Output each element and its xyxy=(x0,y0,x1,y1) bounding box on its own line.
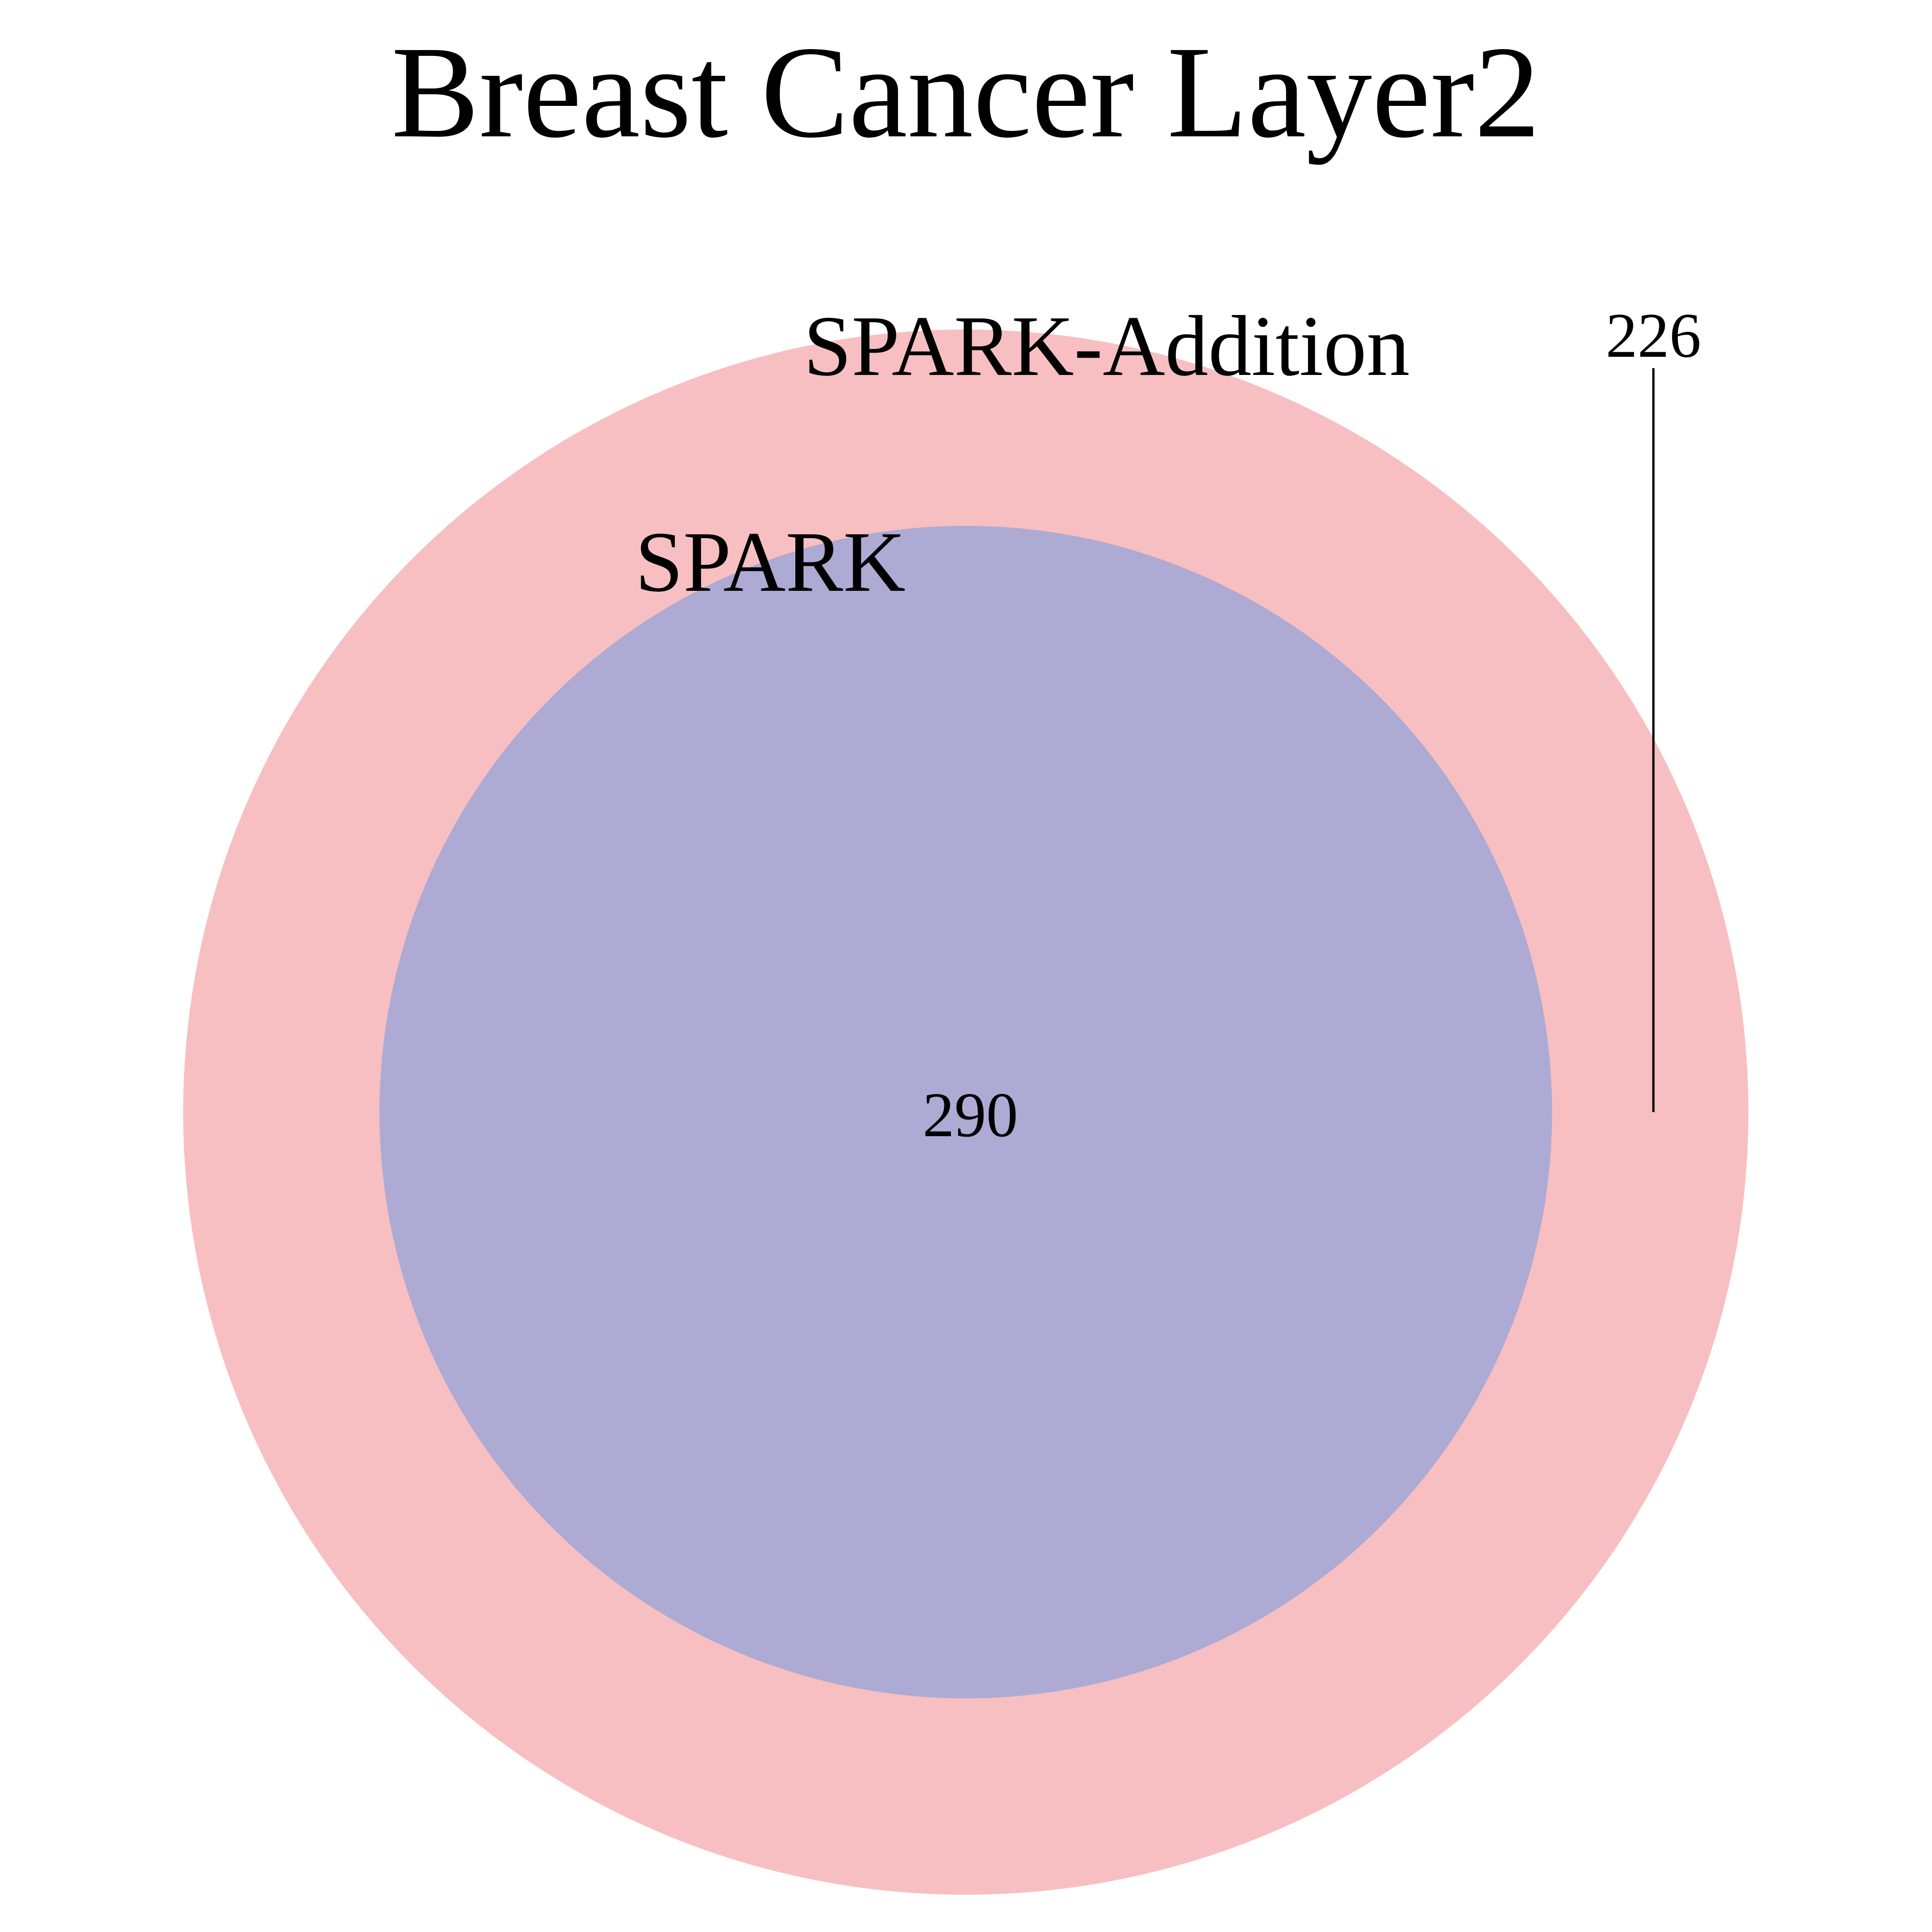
region-count-intersection: 290 xyxy=(923,1080,1018,1150)
set-label-spark: SPARK xyxy=(635,514,905,610)
set-circle-spark xyxy=(379,526,1552,1698)
diagram-title: Breast Cancer Layer2 xyxy=(391,19,1540,165)
set-label-spark-addition: SPARK-Addition xyxy=(804,299,1410,394)
region-count-only-spark-addition: 226 xyxy=(1606,300,1701,371)
